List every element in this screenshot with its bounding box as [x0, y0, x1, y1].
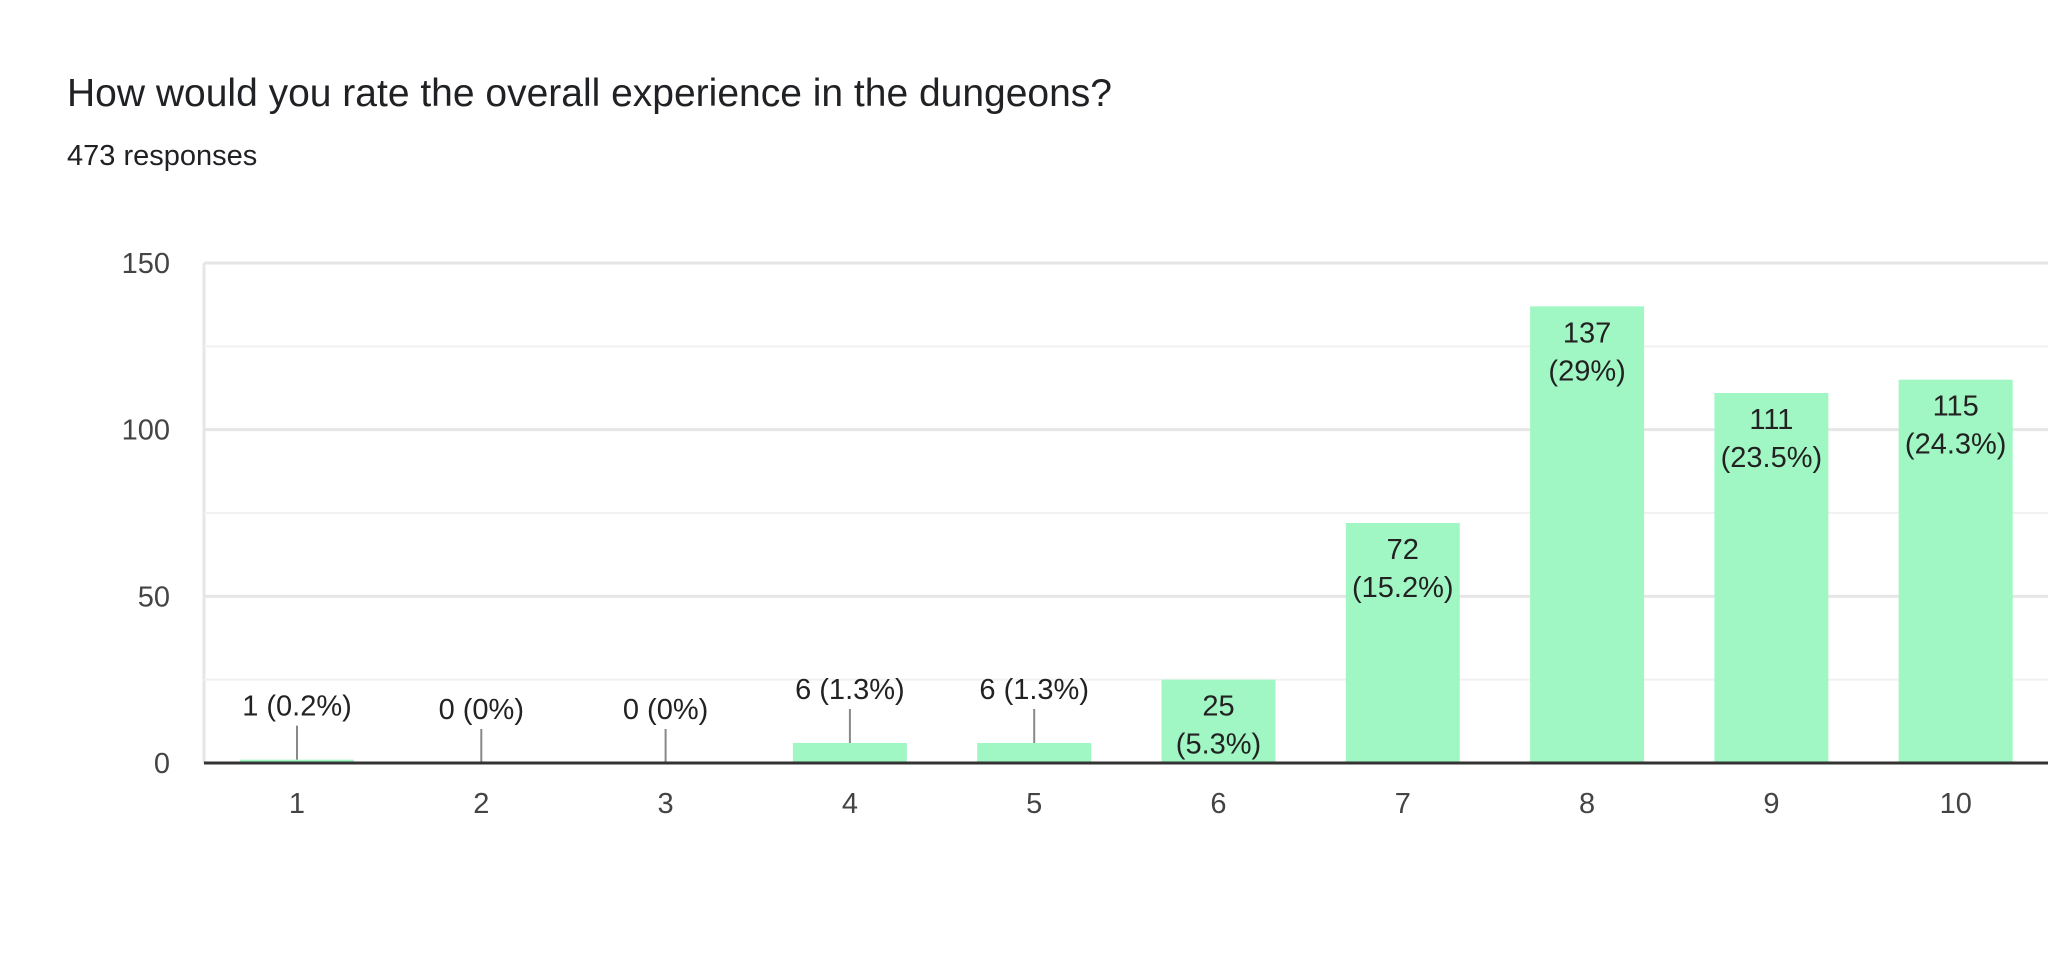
- x-tick-label: 9: [1763, 788, 1779, 820]
- data-label: (24.3%): [1905, 429, 2007, 461]
- bar: [1530, 306, 1645, 763]
- y-tick-label: 150: [122, 248, 170, 280]
- data-label: 1 (0.2%): [242, 691, 352, 723]
- y-tick-label: 50: [138, 581, 170, 613]
- bar: [1161, 679, 1276, 763]
- bar: [1714, 393, 1829, 763]
- bar: [977, 743, 1092, 763]
- data-label: 6 (1.3%): [795, 674, 905, 706]
- bar: [1345, 523, 1460, 763]
- data-label: 111: [1749, 404, 1793, 436]
- data-label: 6 (1.3%): [979, 674, 1089, 706]
- data-label: 0 (0%): [623, 694, 708, 726]
- bar: [1898, 379, 2013, 763]
- x-tick-label: 1: [289, 788, 305, 820]
- data-label: (15.2%): [1352, 572, 1454, 604]
- x-tick-label: 7: [1395, 788, 1411, 820]
- data-label: (23.5%): [1721, 442, 1823, 474]
- bar: [792, 743, 907, 763]
- x-tick-label: 8: [1579, 788, 1595, 820]
- bar: [240, 759, 354, 763]
- response-count: 473 responses: [67, 140, 258, 172]
- x-tick-label: 3: [658, 788, 674, 820]
- y-tick-label: 100: [122, 415, 170, 447]
- data-label: 25: [1202, 691, 1234, 723]
- x-tick-label: 4: [842, 788, 858, 820]
- x-tick-label: 2: [473, 788, 489, 820]
- x-tick-label: 6: [1210, 788, 1226, 820]
- data-label: 0 (0%): [439, 694, 524, 726]
- data-label: 115: [1933, 391, 1979, 423]
- y-tick-label: 0: [154, 748, 170, 780]
- data-label: 72: [1387, 534, 1419, 566]
- x-tick-label: 5: [1026, 788, 1042, 820]
- data-label: 137: [1563, 317, 1611, 349]
- x-tick-label: 10: [1940, 788, 1972, 820]
- data-label: (5.3%): [1176, 729, 1261, 761]
- data-label: (29%): [1548, 355, 1625, 387]
- chart-title: How would you rate the overall experienc…: [67, 72, 1113, 115]
